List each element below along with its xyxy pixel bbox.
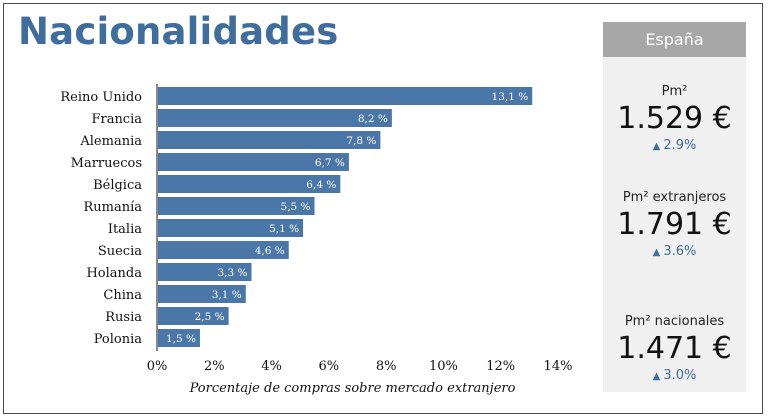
bar-value-label: 5,5 % <box>281 201 311 213</box>
stat-change-value: 2.9% <box>663 138 697 153</box>
category-label: Francia <box>91 112 142 127</box>
bar-value-label: 8,2 % <box>358 113 388 125</box>
stat-pm2-nationals: Pm² nacionales 1.471 € ▲ 3.0% <box>603 314 746 383</box>
arrow-up-icon: ▲ <box>652 247 661 258</box>
spain-summary-panel: España Pm² 1.529 € ▲ 2.9% Pm² extranjeros… <box>603 22 746 392</box>
category-label: Rumanía <box>83 200 142 215</box>
x-tick-label: 6% <box>319 359 340 374</box>
category-label: Reino Unido <box>60 90 142 105</box>
stat-change-value: 3.0% <box>663 368 697 383</box>
category-label: Rusia <box>105 310 142 325</box>
bar <box>158 263 252 281</box>
bar-value-label: 7,8 % <box>346 135 376 147</box>
x-tick-label: 4% <box>261 359 282 374</box>
stat-label: Pm² <box>661 84 688 99</box>
category-label: Marruecos <box>71 156 142 171</box>
stat-pm2-foreigners: Pm² extranjeros 1.791 € ▲ 3.6% <box>603 190 746 259</box>
bar <box>158 131 381 149</box>
bar-value-label: 2,5 % <box>195 311 225 323</box>
bar <box>158 153 349 171</box>
x-tick-label: 10% <box>429 359 458 374</box>
x-tick-label: 0% <box>147 359 168 374</box>
bar-value-label: 13,1 % <box>492 91 529 103</box>
stat-change: ▲ 2.9% <box>603 138 746 153</box>
stat-value: 1.791 € <box>617 207 732 242</box>
stat-label: Pm² extranjeros <box>622 190 727 205</box>
stat-change-value: 3.6% <box>663 244 697 259</box>
bar-value-label: 1,5 % <box>166 333 196 345</box>
bar <box>158 175 341 193</box>
bar <box>158 285 246 303</box>
bar-value-label: 3,1 % <box>212 289 242 301</box>
x-tick-label: 8% <box>376 359 397 374</box>
bar <box>158 307 229 325</box>
category-label: China <box>103 288 142 303</box>
category-label: Holanda <box>86 266 142 281</box>
bar-value-label: 3,3 % <box>218 267 248 279</box>
bar-value-label: 4,6 % <box>255 245 285 257</box>
x-tick-label: 2% <box>204 359 225 374</box>
bar-value-label: 6,7 % <box>315 157 345 169</box>
x-axis-title: Porcentaje de compras sobre mercado extr… <box>189 381 516 396</box>
bar-value-label: 5,1 % <box>269 223 299 235</box>
category-label: Suecia <box>98 244 142 259</box>
stat-label: Pm² nacionales <box>624 314 725 329</box>
x-tick-label: 14% <box>544 359 573 374</box>
stat-value: 1.529 € <box>617 101 732 136</box>
category-label: Alemania <box>79 134 142 149</box>
page-title: Nacionalidades <box>18 10 339 53</box>
stat-value: 1.471 € <box>617 331 732 366</box>
panel-header: España <box>603 22 746 57</box>
bar <box>158 219 304 237</box>
arrow-up-icon: ▲ <box>652 371 661 382</box>
nationalities-bar-chart: 13,1 % 8,2 % 7,8 %6,7 % 6,4 % 5,5 % 5,1 % 4,6 … <box>60 84 573 396</box>
x-tick-label: 12% <box>486 359 515 374</box>
bar-value-label: 6,4 % <box>306 179 336 191</box>
bar <box>158 197 315 215</box>
bar <box>158 87 533 105</box>
category-label: Polonia <box>94 332 143 347</box>
category-label: Bélgica <box>93 178 142 193</box>
stat-change: ▲ 3.0% <box>603 368 746 383</box>
arrow-up-icon: ▲ <box>652 141 661 152</box>
bar <box>158 329 200 347</box>
category-label: Italia <box>108 222 142 237</box>
stat-change: ▲ 3.6% <box>603 244 746 259</box>
bar <box>158 241 289 259</box>
stat-pm2: Pm² 1.529 € ▲ 2.9% <box>603 84 746 153</box>
bar <box>158 109 392 127</box>
